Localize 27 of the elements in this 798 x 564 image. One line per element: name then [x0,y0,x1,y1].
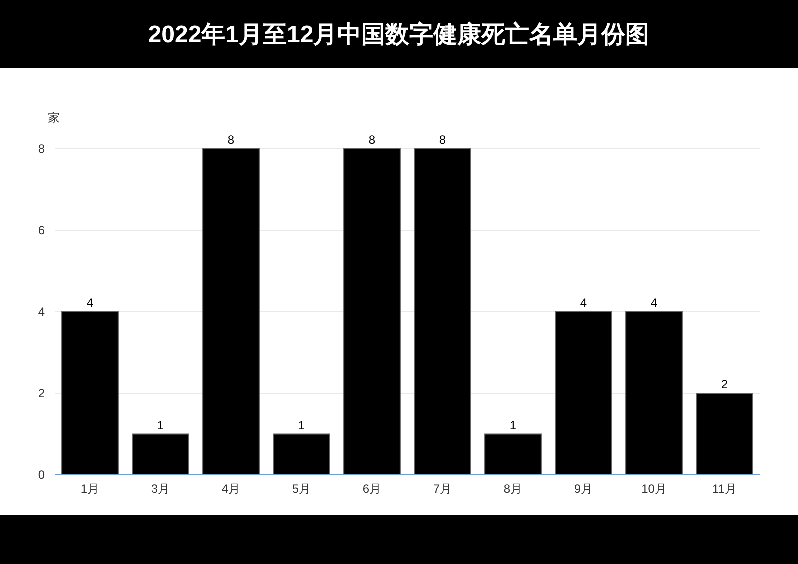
y-tick-label: 8 [38,142,45,156]
x-tick-label: 3月 [151,482,170,496]
data-label: 8 [368,133,376,147]
x-tick-label: 5月 [292,482,312,496]
y-tick-label: 4 [38,305,45,319]
data-label: 4 [86,296,94,310]
data-label: 4 [650,296,658,310]
data-label: 8 [439,133,446,147]
data-label: 1 [157,418,164,432]
x-tick-label: 9月 [574,482,594,496]
x-tick-label: 1月 [80,482,100,496]
data-label: 4 [580,296,588,310]
x-tick-label: 4月 [222,482,241,496]
data-label: 1 [298,418,306,432]
data-label: 2 [721,378,728,392]
x-tick-label: 6月 [362,482,382,496]
x-tick-label: 10月 [642,482,667,496]
data-label: 1 [510,418,517,432]
y-tick-label: 6 [38,224,45,238]
x-tick-label: 11月 [712,482,737,496]
y-axis-title: 家 [48,111,60,125]
y-tick-label: 2 [38,386,45,400]
data-label: 8 [228,133,235,147]
y-tick-label: 0 [38,468,45,482]
x-tick-label: 8月 [504,482,523,496]
x-tick-label: 7月 [433,482,452,496]
title: 2022年1月至12月中国数字健康死亡名单月份图 [148,22,650,48]
